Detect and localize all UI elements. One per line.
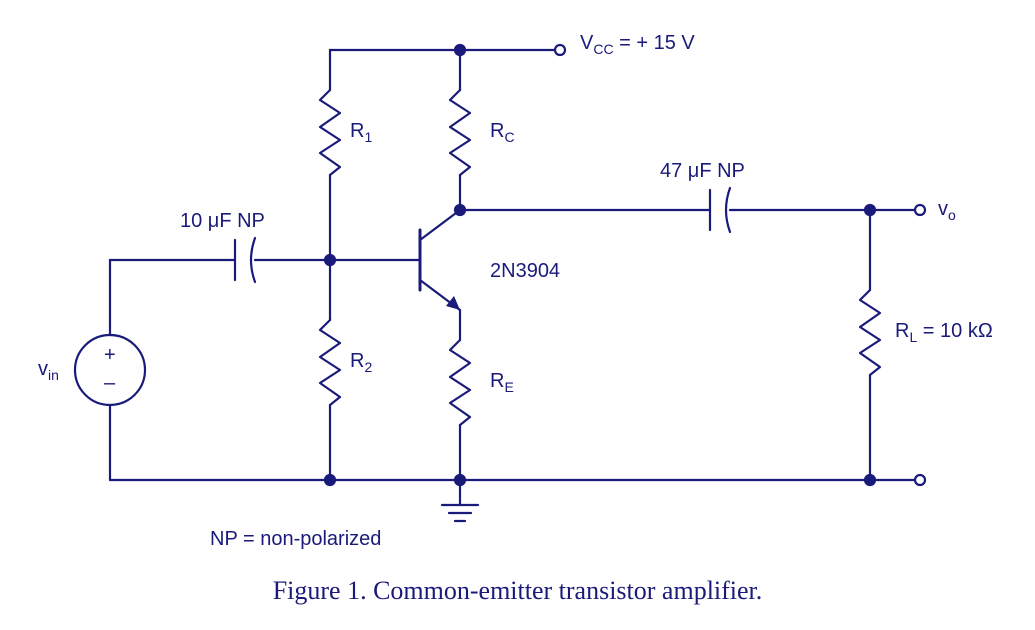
- r2-label: R2: [350, 350, 372, 375]
- vin-plus: +: [104, 344, 116, 367]
- re-label: RE: [490, 370, 514, 395]
- rc-label: RC: [490, 120, 515, 145]
- schematic-svg: [0, 0, 1035, 570]
- vo-label: vo: [938, 198, 956, 223]
- rl-label: RL = 10 kΩ: [895, 320, 993, 345]
- c2-label: 47 μF NP: [660, 160, 745, 183]
- vin-minus: –: [104, 372, 115, 395]
- c1-label: 10 μF NP: [180, 210, 265, 233]
- figure-caption: Figure 1. Common-emitter transistor ampl…: [0, 576, 1035, 606]
- r1-label: R1: [350, 120, 372, 145]
- q-label: 2N3904: [490, 260, 560, 283]
- vin-label: vin: [38, 358, 59, 383]
- figure-canvas: VCC = + 15 V 10 μF NP R1 RC 47 μF NP vo …: [0, 0, 1035, 630]
- np-note: NP = non-polarized: [210, 528, 381, 551]
- vcc-label: VCC = + 15 V: [580, 32, 695, 57]
